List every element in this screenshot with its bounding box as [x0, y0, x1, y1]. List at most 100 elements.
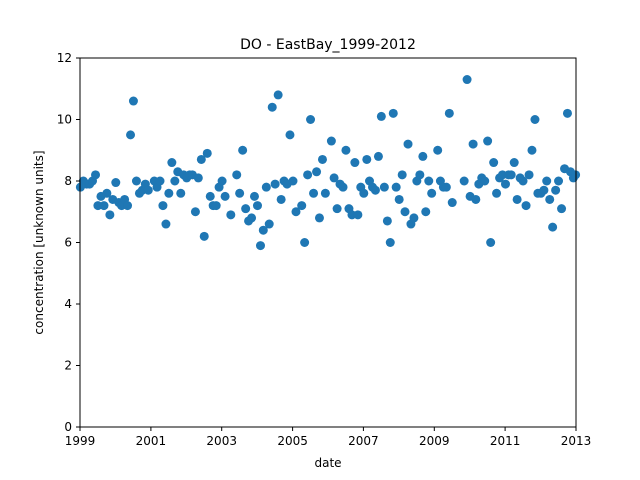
data-point: [512, 194, 522, 204]
data-point: [506, 170, 516, 180]
data-point: [303, 170, 313, 180]
data-point: [220, 191, 230, 201]
data-point: [471, 194, 481, 204]
y-tick-label: 2: [64, 359, 72, 373]
data-point: [379, 182, 389, 192]
data-point: [551, 185, 561, 195]
data-point: [256, 241, 265, 251]
data-point: [326, 136, 336, 146]
x-axis-label: date: [314, 456, 341, 470]
data-point: [462, 75, 472, 85]
data-point: [247, 213, 257, 223]
data-point: [176, 188, 186, 198]
data-point: [388, 108, 398, 118]
data-point: [373, 151, 383, 161]
data-point: [167, 158, 177, 168]
x-tick-label: 2005: [277, 434, 308, 448]
data-point: [126, 130, 136, 140]
y-axis: 0 2 4 6 8 10 12: [57, 51, 80, 434]
data-point: [297, 201, 307, 211]
data-point: [252, 201, 262, 211]
chart-title: DO - EastBay_1999-2012: [240, 37, 416, 53]
data-point: [105, 210, 115, 220]
data-point: [483, 136, 493, 146]
x-tick-label: 1999: [65, 434, 96, 448]
data-point: [557, 204, 567, 214]
data-point: [288, 176, 298, 186]
data-point: [226, 210, 236, 220]
data-point: [291, 207, 301, 217]
data-point: [170, 176, 180, 186]
data-point: [397, 170, 407, 180]
x-tick-label: 2011: [490, 434, 521, 448]
data-point: [521, 201, 531, 211]
data-point: [205, 191, 215, 201]
data-point: [518, 176, 528, 186]
data-point: [158, 201, 168, 211]
data-point: [199, 231, 209, 241]
y-tick-label: 4: [64, 297, 72, 311]
data-point: [539, 185, 549, 195]
data-point: [421, 207, 431, 217]
data-point: [394, 194, 404, 204]
data-point: [447, 198, 457, 208]
data-point: [312, 167, 322, 177]
data-point: [382, 216, 392, 226]
x-tick-label: 2013: [561, 434, 592, 448]
data-point: [409, 213, 419, 223]
y-tick-label: 12: [57, 51, 72, 65]
data-point: [433, 145, 443, 155]
data-point: [193, 173, 203, 183]
data-point: [161, 219, 171, 229]
data-point: [562, 108, 572, 118]
y-tick-label: 10: [57, 113, 72, 127]
data-point: [202, 148, 212, 158]
data-point: [329, 173, 339, 183]
data-point: [217, 176, 227, 186]
data-point: [353, 210, 363, 220]
data-point: [276, 194, 286, 204]
data-point: [155, 176, 165, 186]
y-tick-label: 0: [64, 420, 72, 434]
data-point: [376, 111, 386, 121]
data-point: [309, 188, 319, 198]
data-point: [418, 151, 428, 161]
data-point: [509, 158, 519, 168]
data-point: [492, 188, 502, 198]
data-point: [190, 207, 200, 217]
data-points: [75, 75, 581, 251]
data-point: [385, 238, 395, 247]
x-tick-label: 2007: [348, 434, 379, 448]
y-tick-label: 8: [64, 174, 72, 188]
data-point: [338, 182, 348, 192]
x-tick-label: 2003: [206, 434, 237, 448]
data-point: [530, 115, 540, 124]
data-point: [350, 158, 360, 168]
data-point: [489, 158, 499, 168]
data-point: [273, 90, 283, 100]
data-point: [486, 238, 496, 247]
data-point: [320, 188, 330, 198]
data-point: [391, 182, 401, 192]
data-point: [111, 178, 121, 188]
data-point: [314, 213, 324, 223]
data-point: [196, 154, 206, 164]
data-point: [267, 102, 277, 112]
data-point: [143, 185, 153, 195]
data-point: [362, 154, 372, 164]
data-point: [164, 188, 174, 198]
data-point: [241, 204, 251, 214]
x-tick-label: 2001: [136, 434, 167, 448]
data-point: [341, 145, 351, 155]
data-point: [306, 115, 316, 124]
data-point: [468, 139, 478, 149]
data-point: [548, 222, 558, 232]
data-point: [359, 188, 369, 198]
data-point: [400, 207, 410, 217]
data-point: [91, 170, 101, 180]
x-axis: 1999 2001 2003 2005 2007 2009 2011 2013: [65, 427, 592, 448]
data-point: [131, 176, 141, 186]
data-point: [524, 170, 534, 180]
data-point: [261, 182, 271, 192]
